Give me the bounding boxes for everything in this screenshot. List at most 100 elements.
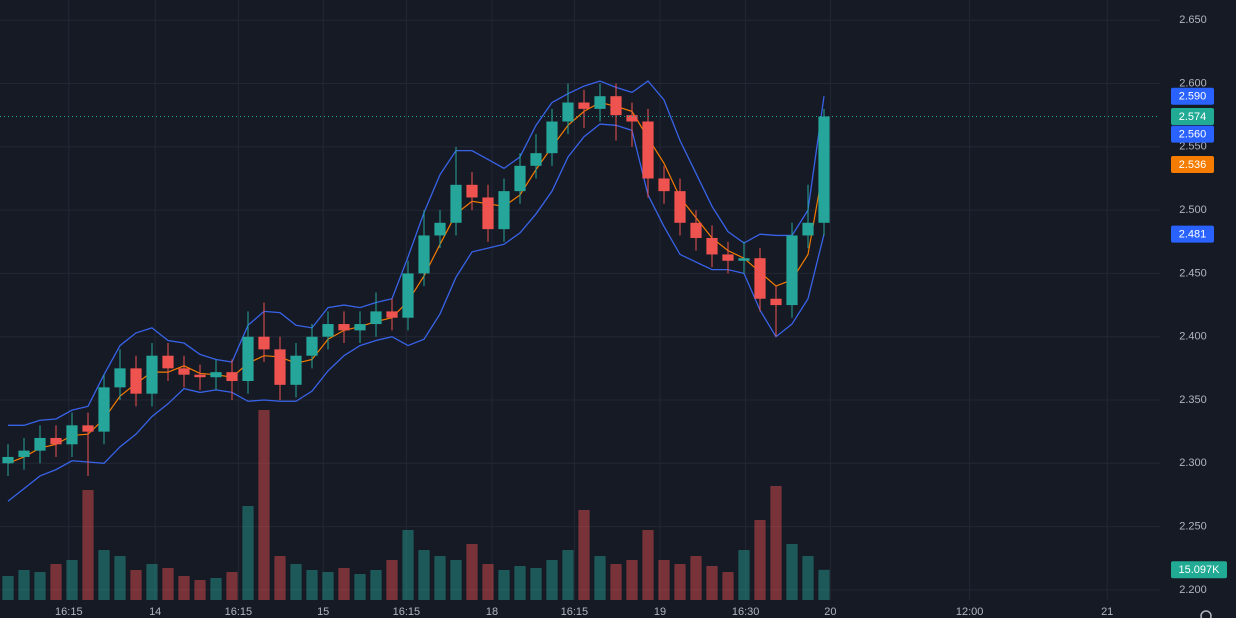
- volume-bar: [162, 568, 174, 600]
- candle-body: [514, 165, 526, 192]
- candle-body: [2, 456, 14, 464]
- volume-bar: [754, 520, 766, 600]
- volume-bar: [418, 550, 430, 600]
- price-label-text: 2.481: [1179, 229, 1207, 241]
- y-tick-label: 2.500: [1179, 204, 1207, 216]
- volume-bar: [82, 490, 94, 600]
- volume-bar: [130, 570, 142, 600]
- price-label-box: [1171, 225, 1214, 243]
- volume-bar: [818, 569, 830, 600]
- candle-body: [274, 349, 286, 385]
- y-tick-label: 2.450: [1179, 267, 1207, 279]
- price-label: 2.536: [1171, 156, 1214, 174]
- indicator-line: [7, 101, 825, 464]
- candle-body: [754, 258, 766, 299]
- volume-bar: [610, 564, 622, 600]
- volume-bar: [658, 560, 670, 600]
- x-tick-label: 16:15: [393, 606, 421, 618]
- price-label-text: 15.097K: [1179, 564, 1221, 576]
- price-label-text: 2.574: [1179, 111, 1207, 123]
- price-label-box: [1171, 561, 1227, 579]
- volume-bar: [770, 486, 782, 600]
- candle-body: [370, 311, 382, 325]
- candle-body: [642, 121, 654, 179]
- volume-bar: [354, 574, 366, 600]
- volume-bar: [402, 530, 414, 600]
- candle-body: [706, 237, 718, 255]
- volume-bar: [146, 564, 158, 600]
- candle-body: [530, 153, 542, 166]
- price-label-box: [1171, 87, 1214, 105]
- volume-bar: [706, 566, 718, 600]
- volume-bar: [370, 570, 382, 600]
- x-tick-label: 16:15: [225, 606, 253, 618]
- settings-icon[interactable]: [1200, 610, 1212, 618]
- volume-bar: [178, 576, 190, 600]
- candle-body: [242, 336, 254, 382]
- price-label: 2.481: [1171, 225, 1214, 243]
- volume-bar: [514, 566, 526, 600]
- candle-body: [482, 197, 494, 230]
- candle-body: [722, 254, 734, 261]
- volume-bar: [66, 560, 78, 600]
- candle-body: [418, 235, 430, 274]
- volume-bar: [802, 556, 814, 600]
- volume-bar: [114, 556, 126, 600]
- candle-body: [786, 235, 798, 306]
- volume-bar: [226, 572, 238, 600]
- price-label-text: 2.560: [1179, 129, 1207, 141]
- candle-body: [594, 96, 606, 109]
- volume-bar: [466, 544, 478, 600]
- price-label-box: [1171, 125, 1214, 143]
- candle-body: [738, 258, 750, 261]
- candle-body: [210, 372, 222, 378]
- y-tick-label: 2.200: [1179, 584, 1207, 596]
- candle-body: [34, 437, 46, 451]
- candle-body: [434, 222, 446, 236]
- volume-bar: [594, 556, 606, 600]
- y-tick-label: 2.250: [1179, 520, 1207, 532]
- price-label-text: 2.590: [1179, 91, 1207, 103]
- volume-bar: [258, 410, 270, 600]
- price-label: 2.574: [1171, 107, 1214, 125]
- candle-body: [18, 450, 30, 457]
- volume-bar: [690, 556, 702, 600]
- candle-body: [546, 121, 558, 154]
- volume-bar: [546, 560, 558, 600]
- y-tick-label: 2.300: [1179, 457, 1207, 469]
- volume-bar: [738, 550, 750, 600]
- candle-body: [66, 425, 78, 445]
- price-label-text: 2.536: [1179, 159, 1207, 171]
- price-label-box: [1171, 107, 1214, 125]
- volume-bar: [450, 560, 462, 600]
- volume-bar: [2, 576, 14, 600]
- candle-body: [578, 102, 590, 109]
- candle-body: [146, 355, 158, 394]
- candle-body: [386, 311, 398, 318]
- candle-body: [818, 116, 830, 223]
- volume-bar: [210, 578, 222, 600]
- y-tick-label: 2.550: [1179, 141, 1207, 153]
- candle-body: [354, 324, 366, 331]
- candle-body: [402, 273, 414, 318]
- volume-bar: [306, 570, 318, 600]
- volume-bar: [18, 570, 30, 600]
- candle-body: [290, 355, 302, 385]
- x-tick-label: 18: [486, 606, 498, 618]
- volume-bar: [34, 572, 46, 600]
- x-tick-label: 19: [654, 606, 666, 618]
- price-label: 2.560: [1171, 125, 1214, 143]
- price-label: 15.097K: [1171, 561, 1227, 579]
- volume-bar: [194, 580, 206, 600]
- candle-body: [674, 191, 686, 223]
- price-label-box: [1171, 156, 1214, 174]
- volume-bar: [434, 556, 446, 600]
- candle-body: [114, 368, 126, 388]
- volume-bar: [274, 556, 286, 600]
- candle-body: [690, 222, 702, 238]
- volume-bar: [674, 564, 686, 600]
- price-label: 2.590: [1171, 87, 1214, 105]
- candle-body: [194, 374, 206, 378]
